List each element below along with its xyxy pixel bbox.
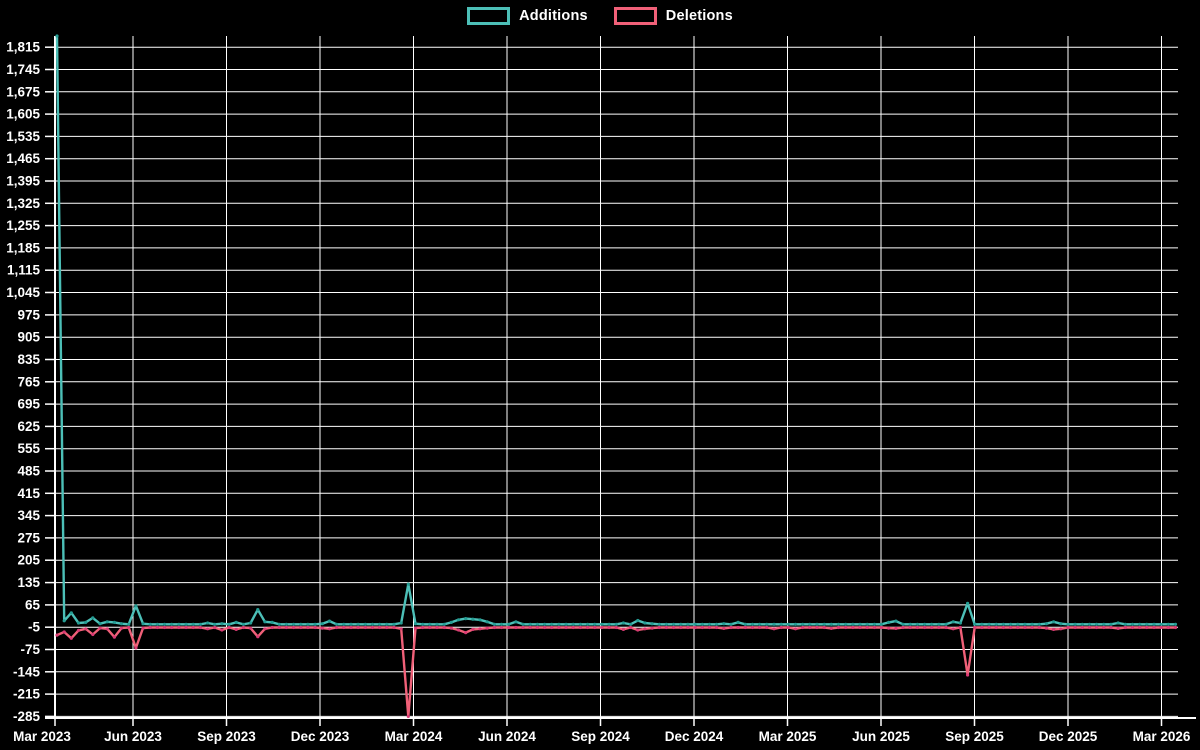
legend-item-deletions[interactable]: Deletions <box>613 7 733 25</box>
svg-text:625: 625 <box>17 419 40 434</box>
svg-text:275: 275 <box>17 530 40 545</box>
svg-text:1,255: 1,255 <box>6 218 40 233</box>
svg-text:-285: -285 <box>13 709 41 724</box>
svg-text:1,675: 1,675 <box>6 84 40 99</box>
svg-text:Jun 2024: Jun 2024 <box>478 729 536 744</box>
svg-text:Mar 2024: Mar 2024 <box>385 729 443 744</box>
svg-text:Dec 2023: Dec 2023 <box>291 729 350 744</box>
legend-label-additions: Additions <box>519 8 588 24</box>
svg-text:1,045: 1,045 <box>6 285 40 300</box>
svg-text:Sep 2023: Sep 2023 <box>197 729 256 744</box>
svg-text:Mar 2025: Mar 2025 <box>759 729 817 744</box>
svg-text:905: 905 <box>17 330 40 345</box>
svg-text:65: 65 <box>25 597 41 612</box>
svg-text:1,605: 1,605 <box>6 107 40 122</box>
svg-text:205: 205 <box>17 553 40 568</box>
legend-item-additions[interactable]: Additions <box>467 7 588 25</box>
svg-text:345: 345 <box>17 508 40 523</box>
svg-text:1,395: 1,395 <box>6 174 40 189</box>
svg-text:835: 835 <box>17 352 40 367</box>
svg-text:-215: -215 <box>13 687 41 702</box>
svg-text:Sep 2025: Sep 2025 <box>945 729 1004 744</box>
svg-text:Sep 2024: Sep 2024 <box>571 729 630 744</box>
svg-text:975: 975 <box>17 307 40 322</box>
deletions-swatch-icon <box>613 7 657 25</box>
svg-text:1,745: 1,745 <box>6 62 40 77</box>
svg-text:485: 485 <box>17 464 40 479</box>
svg-text:-75: -75 <box>20 642 40 657</box>
svg-text:Jun 2023: Jun 2023 <box>104 729 162 744</box>
svg-text:Jun 2025: Jun 2025 <box>852 729 910 744</box>
svg-text:695: 695 <box>17 397 40 412</box>
svg-text:1,535: 1,535 <box>6 129 40 144</box>
svg-text:1,325: 1,325 <box>6 196 40 211</box>
svg-text:Dec 2024: Dec 2024 <box>665 729 724 744</box>
svg-text:Mar 2026: Mar 2026 <box>1133 729 1191 744</box>
svg-text:Dec 2025: Dec 2025 <box>1039 729 1098 744</box>
svg-text:415: 415 <box>17 486 40 501</box>
svg-text:Mar 2023: Mar 2023 <box>13 729 71 744</box>
svg-text:1,815: 1,815 <box>6 40 40 55</box>
svg-text:555: 555 <box>17 441 40 456</box>
svg-text:1,465: 1,465 <box>6 151 40 166</box>
svg-text:765: 765 <box>17 374 40 389</box>
legend-label-deletions: Deletions <box>665 8 733 24</box>
svg-text:-145: -145 <box>13 664 41 679</box>
additions-swatch-icon <box>467 7 511 25</box>
svg-text:1,185: 1,185 <box>6 240 40 255</box>
svg-text:-5: -5 <box>28 620 40 635</box>
svg-text:1,115: 1,115 <box>7 263 41 278</box>
chart-legend: Additions Deletions <box>0 7 1200 25</box>
svg-text:135: 135 <box>17 575 40 590</box>
